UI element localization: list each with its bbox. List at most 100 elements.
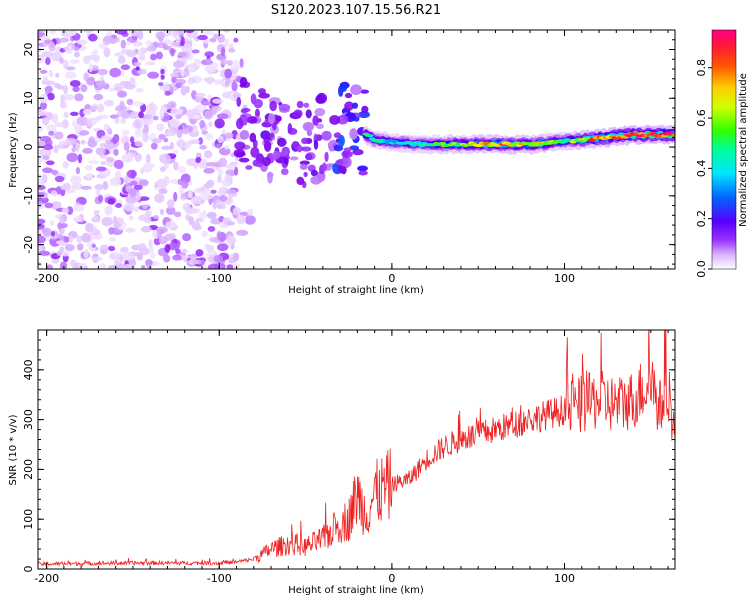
heat-noise-cell (148, 244, 154, 254)
heat-noise-cell (103, 123, 109, 130)
heat-noise-cell (91, 256, 103, 262)
heat-blob-cell (236, 96, 242, 107)
heat-noise-cell (74, 93, 84, 102)
heat-noise-cell (150, 142, 158, 150)
heat-noise-cell (204, 150, 213, 159)
heat-noise-cell (95, 80, 107, 88)
heat-noise-cell (163, 39, 173, 45)
heat-noise-cell (223, 30, 231, 33)
heat-noise-cell (200, 158, 208, 164)
heat-noise-cell (123, 141, 130, 152)
colorbar-tick-label: 0.6 (695, 109, 708, 127)
heat-noise-cell (82, 108, 92, 116)
heat-noise-cell (86, 77, 96, 86)
heat-noise-cell (78, 130, 90, 136)
heat-noise-cell (100, 135, 113, 142)
heat-noise-cell (158, 133, 166, 140)
heat-noise-cell (182, 202, 192, 212)
heat-noise-cell (88, 160, 99, 165)
heat-noise-cell (181, 180, 189, 189)
heat-noise-cell (163, 137, 169, 143)
heat-noise-cell (175, 36, 182, 44)
heat-noise-cell (232, 207, 241, 216)
heat-noise-cell (38, 235, 46, 244)
heat-blob-cell (250, 93, 257, 105)
heat-noise-cell (135, 66, 140, 71)
heat-noise-cell (119, 100, 125, 111)
heat-noise-cell (48, 130, 55, 136)
heat-noise-cell (107, 245, 116, 252)
heat-blob-cell (299, 160, 310, 165)
heat-noise-cell (197, 34, 208, 41)
heat-noise-cell (109, 177, 122, 187)
heat-noise-cell (63, 84, 69, 95)
heat-noise-cell (65, 66, 76, 71)
heat-noise-cell (244, 215, 256, 225)
heat-noise-cell (114, 170, 122, 179)
y-tick-label: 20 (22, 43, 35, 57)
heat-noise-cell (93, 93, 104, 101)
heat-noise-cell (80, 84, 88, 93)
heat-noise-cell (112, 251, 121, 258)
heat-noise-cell (191, 90, 197, 100)
heat-noise-cell (95, 189, 101, 197)
heat-noise-cell (224, 38, 230, 47)
heat-blob-cell (250, 146, 260, 158)
heat-noise-cell (67, 45, 73, 55)
heat-noise-cell (63, 112, 70, 118)
heat-noise-cell (120, 117, 126, 124)
heat-noise-cell (202, 209, 207, 220)
heat-noise-cell (107, 128, 113, 136)
heat-blob-cell (324, 151, 329, 163)
heat-blob-cell (240, 108, 249, 114)
heat-noise-cell (214, 79, 223, 85)
heat-noise-cell (164, 91, 171, 96)
heat-noise-cell (107, 198, 116, 205)
y-tick-label: 200 (22, 459, 35, 480)
heat-noise-cell (38, 54, 45, 64)
heat-noise-cell (39, 30, 45, 33)
heat-noise-cell (144, 163, 156, 168)
heat-noise-cell (38, 250, 51, 256)
heat-noise-cell (187, 189, 193, 199)
heat-noise-cell (134, 128, 142, 138)
snr-plot-area (38, 330, 675, 567)
heat-noise-cell (75, 142, 80, 153)
heat-blob-cell (303, 171, 308, 178)
heat-noise-cell (154, 193, 165, 203)
heat-noise-cell (84, 164, 93, 171)
heat-blob-cell (258, 92, 270, 99)
heat-noise-cell (104, 205, 113, 216)
heat-noise-cell (38, 261, 43, 268)
heat-noise-cell (59, 215, 65, 225)
heat-noise-cell (44, 202, 54, 209)
heat-noise-cell (172, 60, 185, 69)
heat-noise-cell (234, 166, 239, 176)
heat-blob-cell (297, 144, 303, 153)
heat-blob-cell (358, 170, 368, 176)
heat-noise-cell (43, 75, 49, 84)
heat-noise-cell (219, 195, 228, 202)
heat-noise-cell (128, 215, 134, 221)
heat-noise-cell (141, 264, 146, 269)
heat-noise-cell (55, 72, 60, 78)
heat-noise-cell (95, 166, 107, 172)
heat-noise-cell (206, 252, 212, 258)
heat-blob-cell (257, 88, 266, 95)
x-tick-label: -100 (207, 572, 232, 585)
heat-noise-cell (103, 35, 114, 42)
heat-noise-cell (217, 204, 222, 210)
heat-noise-cell (138, 111, 144, 119)
heat-noise-cell (102, 181, 109, 190)
heat-noise-cell (210, 218, 221, 225)
heat-noise-cell (160, 74, 165, 80)
heat-noise-cell (114, 52, 125, 57)
heat-noise-cell (113, 223, 122, 228)
heat-blob-cell (338, 165, 347, 174)
heat-blob-cell (350, 84, 362, 96)
snr-series-line (38, 330, 675, 567)
heat-noise-cell (39, 69, 48, 74)
heat-blob-cell (353, 116, 360, 122)
heat-noise-cell (224, 68, 233, 79)
heat-noise-cell (58, 140, 69, 146)
